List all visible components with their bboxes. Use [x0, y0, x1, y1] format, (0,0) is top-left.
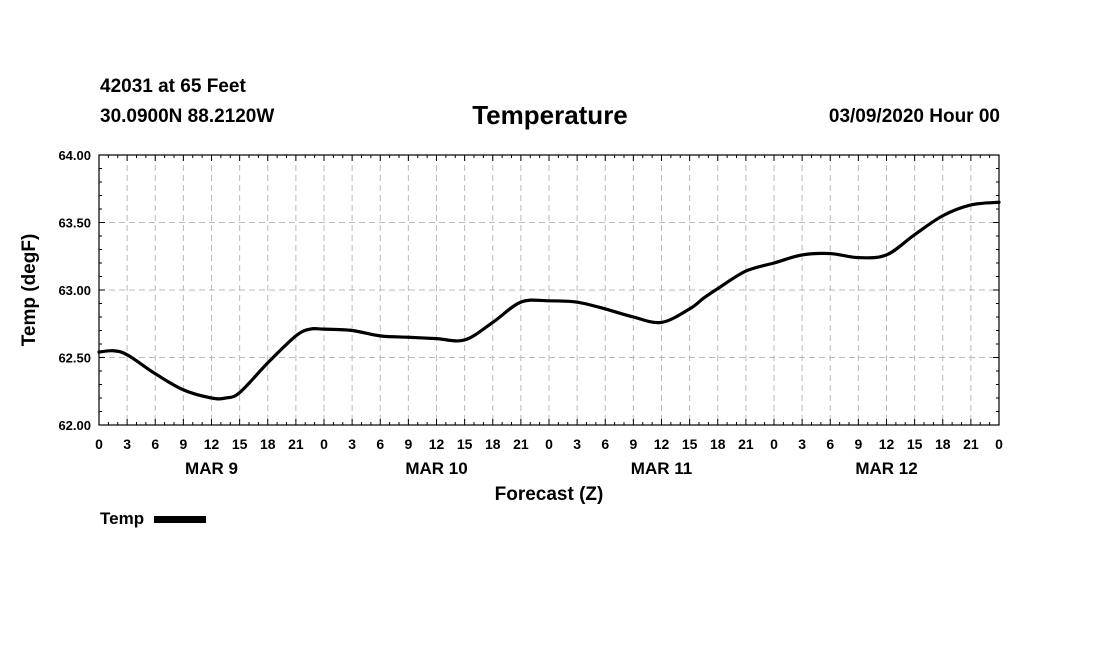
x-tick-label: 18	[260, 436, 276, 452]
day-label: MAR 11	[631, 459, 692, 478]
date-label: 03/09/2020 Hour 00	[828, 106, 1000, 127]
y-tick-label: 64.00	[58, 148, 91, 163]
coordinates-label: 30.0900N 88.2120W	[100, 106, 275, 127]
x-tick-label: 3	[798, 436, 806, 452]
chart-title: Temperature	[472, 100, 628, 130]
x-tick-label: 6	[151, 436, 159, 452]
x-tick-label: 21	[513, 436, 529, 452]
x-tick-label: 12	[879, 436, 895, 452]
x-tick-label: 18	[935, 436, 951, 452]
x-axis-label: Forecast (Z)	[495, 484, 604, 505]
x-tick-label: 21	[963, 436, 979, 452]
y-tick-label: 62.00	[58, 418, 91, 433]
legend: Temp	[100, 509, 207, 529]
x-tick-label: 21	[288, 436, 304, 452]
y-tick-label: 62.50	[58, 351, 91, 366]
x-tick-label: 9	[854, 436, 862, 452]
x-tick-label: 12	[654, 436, 670, 452]
x-tick-label: 0	[995, 436, 1003, 452]
x-tick-label: 0	[95, 436, 103, 452]
legend-swatch	[154, 515, 207, 523]
x-tick-label: 0	[320, 436, 328, 452]
x-tick-label: 9	[179, 436, 187, 452]
x-tick-label: 18	[710, 436, 726, 452]
plot-frame	[98, 154, 1000, 426]
x-tick-label: 6	[376, 436, 384, 452]
series-line-temp	[97, 200, 1001, 401]
x-tick-label: 6	[601, 436, 609, 452]
x-tick-label: 3	[123, 436, 131, 452]
legend-label: Temp	[100, 509, 145, 528]
x-tick-label: 15	[907, 436, 923, 452]
y-axis-label: Temp (degF)	[19, 234, 40, 347]
x-tick-label: 9	[629, 436, 637, 452]
x-tick-label: 15	[457, 436, 473, 452]
x-tick-label: 15	[232, 436, 248, 452]
day-label: MAR 9	[185, 459, 238, 478]
x-tick-label: 3	[573, 436, 581, 452]
y-tick-label: 63.00	[58, 283, 91, 298]
x-tick-label: 12	[429, 436, 445, 452]
x-tick-label: 3	[348, 436, 356, 452]
x-tick-label: 15	[682, 436, 698, 452]
x-tick-label: 21	[738, 436, 754, 452]
station-label: 42031 at 65 Feet	[100, 76, 246, 97]
y-tick-label: 63.50	[58, 216, 91, 231]
x-tick-label: 12	[204, 436, 220, 452]
x-tick-label: 0	[770, 436, 778, 452]
day-label: MAR 10	[405, 459, 467, 478]
x-tick-label: 0	[545, 436, 553, 452]
x-tick-label: 6	[826, 436, 834, 452]
x-tick-label: 18	[485, 436, 501, 452]
day-label: MAR 12	[855, 459, 917, 478]
x-tick-label: 9	[404, 436, 412, 452]
